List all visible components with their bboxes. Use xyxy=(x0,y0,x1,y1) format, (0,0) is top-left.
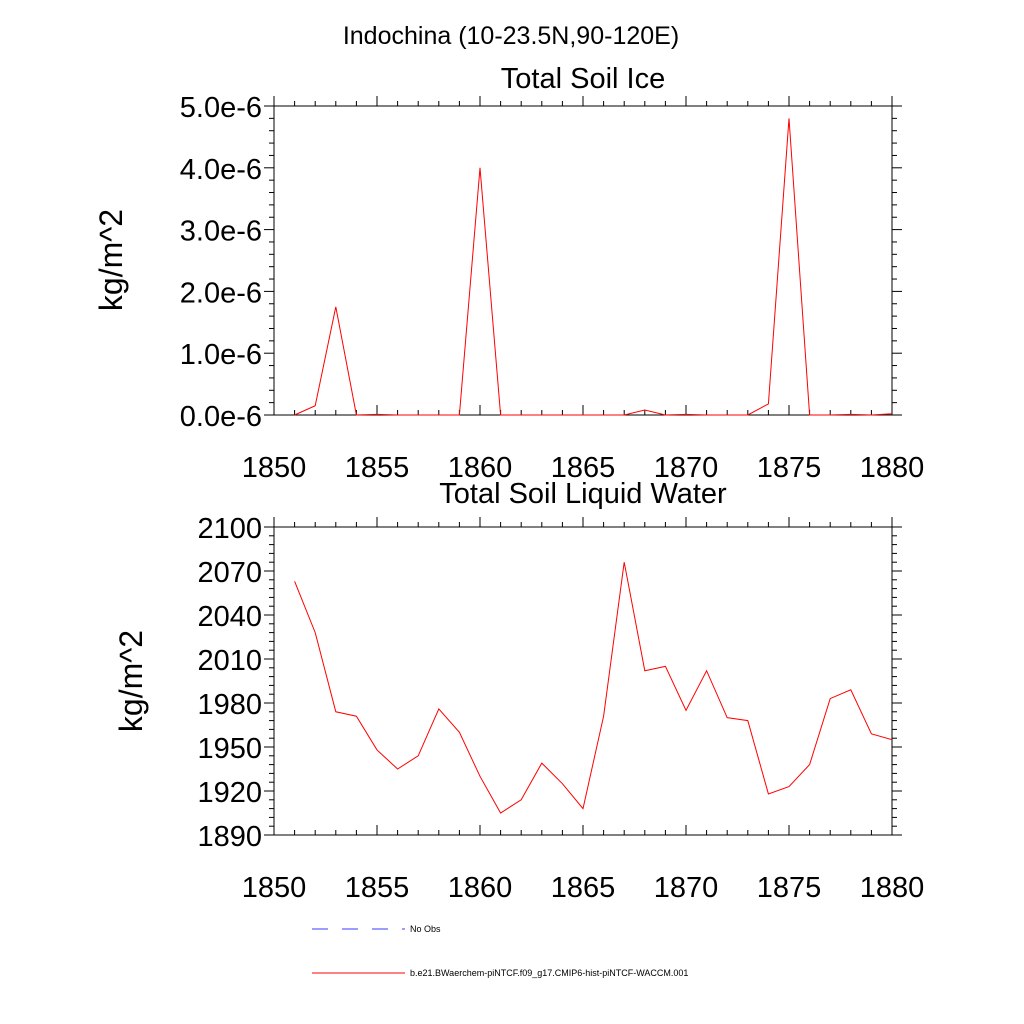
x-tick-label: 1860 xyxy=(448,872,513,904)
y-tick-label: 5.0e-6 xyxy=(180,92,262,124)
y-tick-label: 2.0e-6 xyxy=(180,277,262,309)
legend-item-no-obs: No Obs xyxy=(312,924,441,934)
y-tick-label: 2100 xyxy=(197,513,262,545)
y-tick-label: 1980 xyxy=(197,689,262,721)
y-axis-label: kg/m^2 xyxy=(113,630,149,732)
y-tick-label: 1920 xyxy=(197,777,262,809)
legend-label: No Obs xyxy=(410,924,441,934)
y-axis-label: kg/m^2 xyxy=(93,209,129,311)
x-tick-label: 1870 xyxy=(654,452,719,484)
x-tick-label: 1875 xyxy=(757,872,822,904)
x-tick-label: 1855 xyxy=(345,872,410,904)
y-tick-label: 4.0e-6 xyxy=(180,154,262,186)
series-lines xyxy=(294,118,893,416)
series-line xyxy=(294,118,893,416)
x-tick-label: 1850 xyxy=(242,452,307,484)
x-tick-label: 1855 xyxy=(345,452,410,484)
x-tick-label: 1880 xyxy=(860,872,925,904)
legend-item-model-run: b.e21.BWaerchem-piNTCF.f09_g17.CMIP6-his… xyxy=(312,968,688,978)
y-tick-label: 3.0e-6 xyxy=(180,216,262,248)
x-tick-label: 1865 xyxy=(551,452,616,484)
x-tick-label: 1850 xyxy=(242,872,307,904)
axis-ticks xyxy=(264,517,902,836)
x-tick-label: 1870 xyxy=(654,872,719,904)
series-lines xyxy=(294,562,893,814)
y-tick-label: 1890 xyxy=(197,821,262,853)
y-tick-label: 2070 xyxy=(197,557,262,589)
x-tick-label: 1880 xyxy=(860,452,925,484)
legend-label: b.e21.BWaerchem-piNTCF.f09_g17.CMIP6-his… xyxy=(410,968,688,978)
chart-title: Total Soil Liquid Water xyxy=(439,478,727,510)
chart-panel-total-soil-liquid-water: Total Soil Liquid Water kg/m^2 1850 1855 1… xyxy=(113,478,924,904)
chart-title: Total Soil Ice xyxy=(501,63,665,95)
x-tick-label: 1865 xyxy=(551,872,616,904)
y-tick-label: 2040 xyxy=(197,601,262,633)
series-line xyxy=(294,562,893,814)
x-tick-label: 1875 xyxy=(757,452,822,484)
figure-title: Indochina (10-23.5N,90-120E) xyxy=(343,22,679,50)
axis-tick-labels: 1850 1855 1860 1865 1870 1875 1880 0.0e-6 1.0e-6… xyxy=(180,92,924,484)
y-tick-label: 0.0e-6 xyxy=(180,401,262,433)
chart-panel-total-soil-ice: Total Soil Ice kg/m^2 1850 1855 1860 1865 18… xyxy=(93,63,924,484)
y-tick-label: 1.0e-6 xyxy=(180,339,262,371)
plot-frame xyxy=(273,526,893,836)
y-tick-label: 2010 xyxy=(197,645,262,677)
axis-ticks xyxy=(264,96,902,416)
legend: No Obs b.e21.BWaerchem-piNTCF.f09_g17.CM… xyxy=(312,924,688,978)
x-tick-label: 1860 xyxy=(448,452,513,484)
axis-tick-labels: 1850 1855 1860 1865 1870 1875 1880 1890 1920 1950… xyxy=(197,513,924,904)
y-tick-label: 1950 xyxy=(197,733,262,765)
